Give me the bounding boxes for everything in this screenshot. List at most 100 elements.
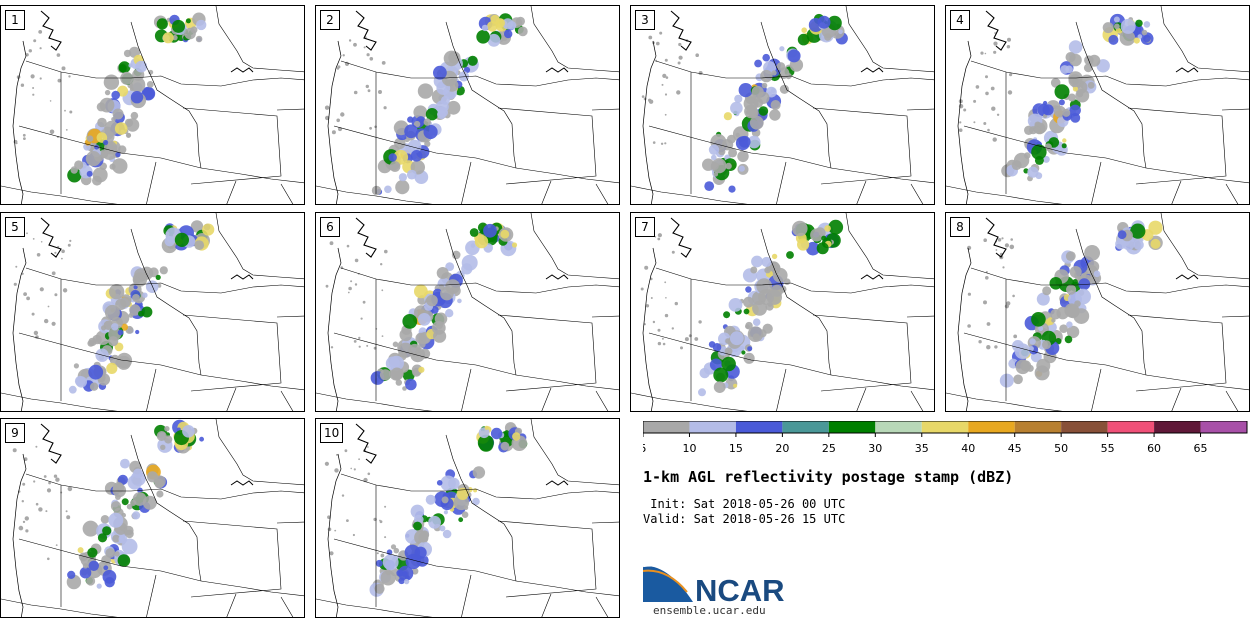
puget-sound bbox=[40, 10, 62, 51]
puget-sound bbox=[40, 217, 62, 258]
chart-title: 1-km AGL reflectivity postage stamp (dBZ… bbox=[643, 468, 1014, 486]
colorbar-tick-label: 55 bbox=[1101, 442, 1115, 455]
colorbar-swatch bbox=[1154, 421, 1201, 433]
member-number: 5 bbox=[5, 217, 25, 237]
fort-peck-lake bbox=[545, 274, 569, 280]
colorbar-tick-label: 15 bbox=[729, 442, 743, 455]
coastline bbox=[327, 40, 342, 204]
coastline bbox=[642, 40, 657, 204]
ensemble-member-panel-6: 6 bbox=[315, 212, 620, 412]
valid-time: Valid: Sat 2018-05-26 15 UTC bbox=[643, 512, 846, 526]
reflectivity-field bbox=[324, 422, 528, 597]
fort-peck-lake bbox=[860, 274, 884, 280]
fort-peck-lake bbox=[230, 480, 254, 486]
fort-peck-lake bbox=[230, 67, 254, 73]
fort-peck-lake bbox=[1175, 274, 1199, 280]
map bbox=[631, 213, 934, 411]
puget-sound bbox=[985, 217, 1007, 258]
state-boundaries bbox=[316, 213, 619, 411]
member-number: 9 bbox=[5, 423, 25, 443]
puget-sound bbox=[355, 423, 377, 464]
website-url: ensemble.ucar.edu bbox=[653, 604, 766, 617]
colorbar-swatch bbox=[1107, 421, 1155, 433]
coastline bbox=[327, 247, 342, 411]
fort-peck-lake bbox=[1175, 67, 1199, 73]
map bbox=[316, 419, 619, 617]
reflectivity-field bbox=[324, 13, 528, 196]
colorbar-tick-label: 20 bbox=[775, 442, 789, 455]
ensemble-member-panel-9: 9 bbox=[0, 418, 305, 618]
colorbar-swatch bbox=[689, 421, 736, 433]
state-boundaries bbox=[946, 6, 1249, 204]
colorbar-tick-label: 10 bbox=[682, 442, 696, 455]
coastline bbox=[12, 40, 27, 204]
coastline bbox=[12, 453, 27, 617]
init-time: Init: Sat 2018-05-26 00 UTC bbox=[643, 497, 846, 511]
coastline bbox=[642, 247, 657, 411]
reflectivity-field bbox=[640, 219, 844, 397]
map bbox=[946, 213, 1249, 411]
state-boundaries bbox=[316, 419, 619, 617]
colorbar-tick-label: 35 bbox=[915, 442, 929, 455]
colorbar-swatch bbox=[875, 421, 922, 433]
colorbar-tick-label: 65 bbox=[1194, 442, 1208, 455]
reflectivity-colorbar: 5 10 15 20 25 30 35 40 45 50 55 60 65 bbox=[643, 421, 1248, 455]
puget-sound bbox=[40, 423, 62, 464]
colorbar-tick-label: 25 bbox=[822, 442, 836, 455]
ensemble-member-panel-4: 4 bbox=[945, 5, 1250, 205]
member-number: 2 bbox=[320, 10, 340, 30]
map bbox=[946, 6, 1249, 204]
map bbox=[631, 6, 934, 204]
colorbar-swatch bbox=[643, 421, 690, 433]
colorbar-swatch bbox=[1061, 421, 1108, 433]
colorbar-tick-label: 60 bbox=[1147, 442, 1161, 455]
colorbar-tick-label: 5 bbox=[643, 442, 647, 455]
member-number: 1 bbox=[5, 10, 25, 30]
ncar-logo: NCAR bbox=[643, 564, 785, 604]
colorbar-swatch bbox=[968, 421, 1015, 433]
reflectivity-field bbox=[13, 220, 215, 394]
reflectivity-field bbox=[958, 13, 1154, 182]
coastline bbox=[957, 40, 972, 204]
reflectivity-field bbox=[325, 222, 518, 391]
coastline bbox=[327, 453, 342, 617]
colorbar-swatch bbox=[782, 421, 829, 433]
colorbar-swatch bbox=[735, 421, 783, 433]
ensemble-member-panel-7: 7 bbox=[630, 212, 935, 412]
colorbar-tick-label: 30 bbox=[868, 442, 882, 455]
colorbar-swatch bbox=[921, 421, 969, 433]
puget-sound bbox=[355, 217, 377, 258]
reflectivity-field bbox=[967, 220, 1163, 388]
coastline bbox=[957, 247, 972, 411]
state-boundaries bbox=[1, 213, 304, 411]
ensemble-member-panel-2: 2 bbox=[315, 5, 620, 205]
ensemble-member-panel-10: 10 bbox=[315, 418, 620, 618]
member-number: 3 bbox=[635, 10, 655, 30]
fort-peck-lake bbox=[860, 67, 884, 73]
ensemble-member-panel-1: 1 bbox=[0, 5, 305, 205]
reflectivity-field bbox=[12, 419, 205, 590]
ensemble-member-panel-8: 8 bbox=[945, 212, 1250, 412]
reflectivity-field bbox=[13, 12, 207, 186]
puget-sound bbox=[670, 217, 692, 258]
colorbar-tick-label: 45 bbox=[1008, 442, 1022, 455]
fort-peck-lake bbox=[545, 480, 569, 486]
colorbar-swatch bbox=[1014, 421, 1062, 433]
puget-sound bbox=[355, 10, 377, 51]
state-boundaries bbox=[1, 419, 304, 617]
member-number: 4 bbox=[950, 10, 970, 30]
fort-peck-lake bbox=[230, 274, 254, 280]
map bbox=[316, 6, 619, 204]
ncar-logo-text: NCAR bbox=[695, 573, 785, 604]
member-number: 7 bbox=[635, 217, 655, 237]
member-number: 8 bbox=[950, 217, 970, 237]
state-boundaries bbox=[631, 6, 934, 204]
state-boundaries bbox=[1, 6, 304, 204]
fort-peck-lake bbox=[545, 67, 569, 73]
member-number: 6 bbox=[320, 217, 340, 237]
state-boundaries bbox=[946, 213, 1249, 411]
member-number: 10 bbox=[320, 423, 344, 443]
state-boundaries bbox=[316, 6, 619, 204]
map bbox=[316, 213, 619, 411]
map bbox=[1, 419, 304, 617]
